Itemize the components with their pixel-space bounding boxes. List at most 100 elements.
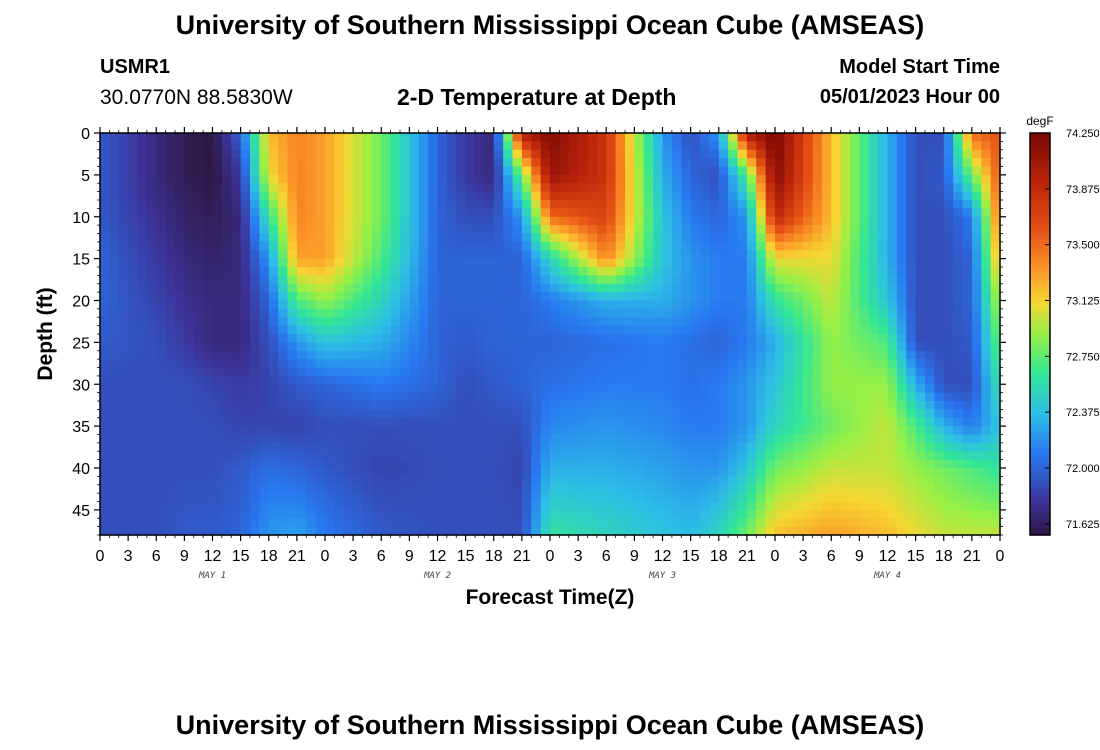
heatmap-cell <box>690 493 701 503</box>
heatmap-cell <box>934 292 945 302</box>
heatmap-cell <box>521 493 532 503</box>
heatmap-cell <box>175 208 185 218</box>
heatmap-cell <box>315 300 326 310</box>
heatmap-cell <box>812 417 823 427</box>
heatmap-cell <box>184 459 195 469</box>
heatmap-cell <box>268 392 279 402</box>
heatmap-cell <box>596 308 607 318</box>
heatmap-cell <box>943 292 954 302</box>
heatmap-cell <box>437 325 448 335</box>
heatmap-cell <box>259 409 270 419</box>
heatmap-cell <box>662 417 673 427</box>
heatmap-cell <box>943 501 954 511</box>
heatmap-cell <box>756 417 767 427</box>
heatmap-cell <box>203 233 214 243</box>
heatmap-cell <box>128 409 139 419</box>
heatmap-cell <box>109 384 120 394</box>
heatmap-cell <box>381 225 392 235</box>
heatmap-cell <box>981 367 992 377</box>
heatmap-cell <box>718 250 729 260</box>
heatmap-cell <box>503 526 514 536</box>
heatmap-cell <box>925 166 935 176</box>
heatmap-cell <box>409 325 420 335</box>
heatmap-cell <box>446 191 457 201</box>
heatmap-cell <box>606 401 617 410</box>
heatmap-cell <box>596 375 607 385</box>
heatmap-cell <box>428 191 439 201</box>
heatmap-cell <box>503 308 514 318</box>
heatmap-cell <box>662 317 673 327</box>
heatmap-cell <box>775 468 785 477</box>
heatmap-cell <box>681 250 692 260</box>
heatmap-cell <box>212 174 223 184</box>
heatmap-cell <box>493 267 504 276</box>
heatmap-cell <box>662 526 673 536</box>
heatmap-cell <box>362 526 373 536</box>
heatmap-cell <box>325 300 335 310</box>
heatmap-cell <box>934 308 945 318</box>
heatmap-cell <box>643 334 654 343</box>
heatmap-cell <box>803 317 814 327</box>
heatmap-cell <box>456 158 467 168</box>
heatmap-cell <box>128 208 139 218</box>
heatmap-cell <box>109 250 120 260</box>
heatmap-cell <box>812 208 823 218</box>
heatmap-cell <box>137 233 148 243</box>
heatmap-cell <box>634 241 645 251</box>
heatmap-cell <box>184 350 195 360</box>
heatmap-cell <box>887 300 898 310</box>
heatmap-cell <box>268 241 279 251</box>
heatmap-cell <box>615 434 626 444</box>
heatmap-cell <box>146 392 157 402</box>
heatmap-cell <box>381 325 392 335</box>
heatmap-cell <box>765 133 776 142</box>
y-tick-label: 20 <box>72 294 90 311</box>
heatmap-cell <box>362 493 373 503</box>
heatmap-cell <box>212 258 223 268</box>
heatmap-cell <box>718 459 729 469</box>
heatmap-cell <box>250 183 260 193</box>
heatmap-cell <box>400 501 410 511</box>
heatmap-cell <box>287 241 298 251</box>
heatmap-cell <box>671 141 682 151</box>
heatmap-cell <box>793 493 804 503</box>
heatmap-cell <box>681 308 692 318</box>
heatmap-cell <box>100 308 110 318</box>
heatmap-cell <box>381 141 392 151</box>
heatmap-cell <box>775 300 785 310</box>
heatmap-cell <box>765 375 776 385</box>
heatmap-cell <box>418 409 429 419</box>
heatmap-cell <box>971 375 982 385</box>
heatmap-cell <box>221 493 232 503</box>
heatmap-cell <box>306 275 317 285</box>
heatmap-cell <box>484 434 495 444</box>
heatmap-cell <box>587 509 598 519</box>
heatmap-cell <box>325 174 335 184</box>
heatmap-cell <box>193 334 204 343</box>
heatmap-cell <box>184 233 195 243</box>
heatmap-cell <box>962 359 973 369</box>
heatmap-cell <box>287 384 298 394</box>
heatmap-cell <box>475 275 485 285</box>
heatmap-cell <box>165 166 176 176</box>
heatmap-cell <box>925 233 935 243</box>
heatmap-cell <box>971 350 982 360</box>
heatmap-cell <box>371 417 382 427</box>
heatmap-cell <box>981 233 992 243</box>
heatmap-cell <box>643 434 654 444</box>
heatmap-cell <box>446 267 457 276</box>
heatmap-cell <box>165 300 176 310</box>
heatmap-cell <box>203 417 214 427</box>
heatmap-cell <box>446 200 457 209</box>
heatmap-cell <box>718 275 729 285</box>
heatmap-cell <box>456 133 467 142</box>
heatmap-cell <box>334 283 345 293</box>
heatmap-cell <box>221 484 232 494</box>
heatmap-cell <box>981 334 992 343</box>
heatmap-cell <box>831 375 842 385</box>
heatmap-cell <box>981 484 992 494</box>
heatmap-cell <box>165 149 176 159</box>
heatmap-cell <box>231 375 242 385</box>
heatmap-cell <box>306 426 317 436</box>
heatmap-cell <box>512 342 523 352</box>
